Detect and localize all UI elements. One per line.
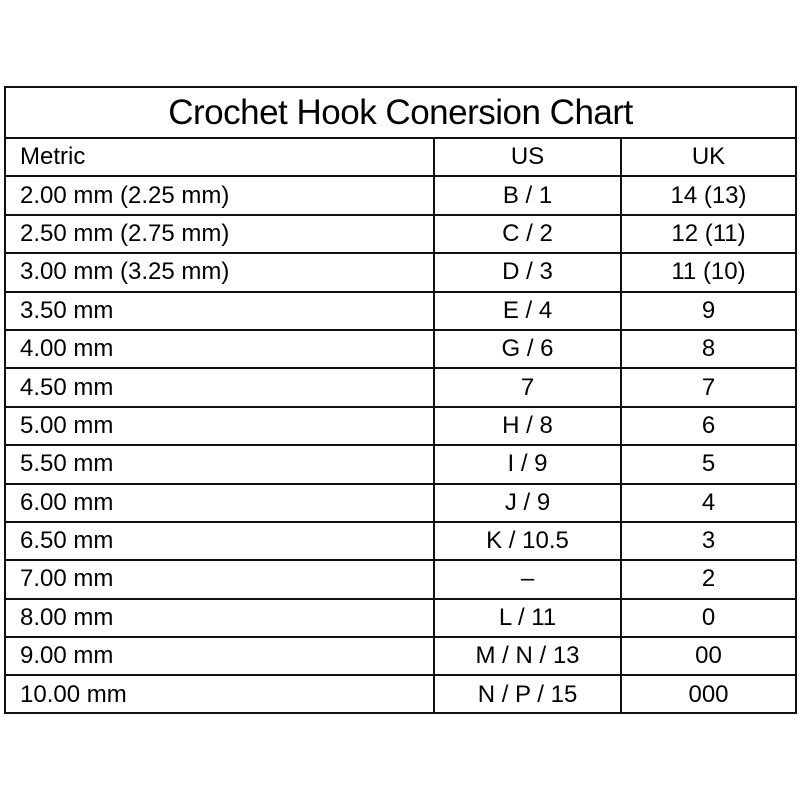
metric-cell: 5.00 mm <box>20 411 114 439</box>
uk-cell: 8 <box>620 330 795 368</box>
header-row: Metric US UK <box>6 139 795 178</box>
metric-cell: 3.00 mm (3.25 mm) <box>20 258 230 286</box>
table-row: 6.50 mm K / 10.5 3 <box>6 522 795 562</box>
header-us: US <box>433 139 620 176</box>
us-cell: E / 4 <box>433 292 620 329</box>
us-cell: 7 <box>433 369 620 406</box>
us-cell: C / 2 <box>433 215 620 253</box>
uk-cell: 3 <box>620 522 795 560</box>
table-row: 10.00 mm N / P / 15 000 <box>6 676 795 713</box>
metric-cell: 6.00 mm <box>20 488 114 516</box>
header-uk: UK <box>620 139 795 176</box>
metric-cell: 9.00 mm <box>20 642 114 670</box>
uk-cell: 11 (10) <box>620 254 795 291</box>
us-cell: G / 6 <box>433 330 620 368</box>
table-row: 2.00 mm (2.25 mm) B / 1 14 (13) <box>6 177 795 216</box>
table-row: 4.50 mm 7 7 <box>6 369 795 408</box>
metric-cell: 4.50 mm <box>20 373 114 401</box>
metric-cell: 8.00 mm <box>20 603 114 631</box>
us-cell: D / 3 <box>433 254 620 291</box>
uk-cell: 0 <box>620 599 795 637</box>
uk-cell: 00 <box>620 638 795 675</box>
metric-cell: 4.00 mm <box>20 335 114 363</box>
us-cell: M / N / 13 <box>433 638 620 675</box>
us-cell: N / P / 15 <box>433 676 620 713</box>
table-row: 9.00 mm M / N / 13 00 <box>6 638 795 677</box>
uk-cell: 7 <box>620 369 795 406</box>
us-cell: B / 1 <box>433 177 620 214</box>
table-row: 2.50 mm (2.75 mm) C / 2 12 (11) <box>6 215 795 255</box>
us-cell: L / 11 <box>433 599 620 637</box>
uk-cell: 5 <box>620 446 795 483</box>
uk-cell: 4 <box>620 484 795 521</box>
metric-cell: 3.50 mm <box>20 296 114 324</box>
uk-cell: 6 <box>620 407 795 445</box>
uk-cell: 9 <box>620 292 795 329</box>
table-row: 7.00 mm –2 <box>6 561 795 600</box>
uk-cell: 14 (13) <box>620 177 795 214</box>
metric-cell: 2.50 mm (2.75 mm) <box>20 219 230 247</box>
us-cell: K / 10.5 <box>433 522 620 560</box>
table-title: Crochet Hook Conersion Chart <box>6 88 795 139</box>
uk-cell: 000 <box>620 676 795 713</box>
us-cell: H / 8 <box>433 407 620 445</box>
us-cell: – <box>433 561 620 598</box>
metric-cell: 5.50 mm <box>20 450 114 478</box>
metric-cell: 6.50 mm <box>20 527 114 555</box>
metric-cell: 10.00 mm <box>20 680 127 708</box>
uk-cell: 2 <box>620 561 795 598</box>
header-metric: Metric <box>20 143 86 171</box>
us-cell: I / 9 <box>433 446 620 483</box>
uk-cell: 12 (11) <box>620 215 795 253</box>
metric-cell: 7.00 mm <box>20 565 114 593</box>
metric-cell: 2.00 mm (2.25 mm) <box>20 181 230 209</box>
table-row: 8.00 mm L / 11 0 <box>6 599 795 639</box>
table-row: 3.00 mm (3.25 mm) D / 3 11 (10) <box>6 254 795 293</box>
conversion-table: Crochet Hook Conersion Chart Metric US U… <box>4 86 797 714</box>
us-cell: J / 9 <box>433 484 620 521</box>
